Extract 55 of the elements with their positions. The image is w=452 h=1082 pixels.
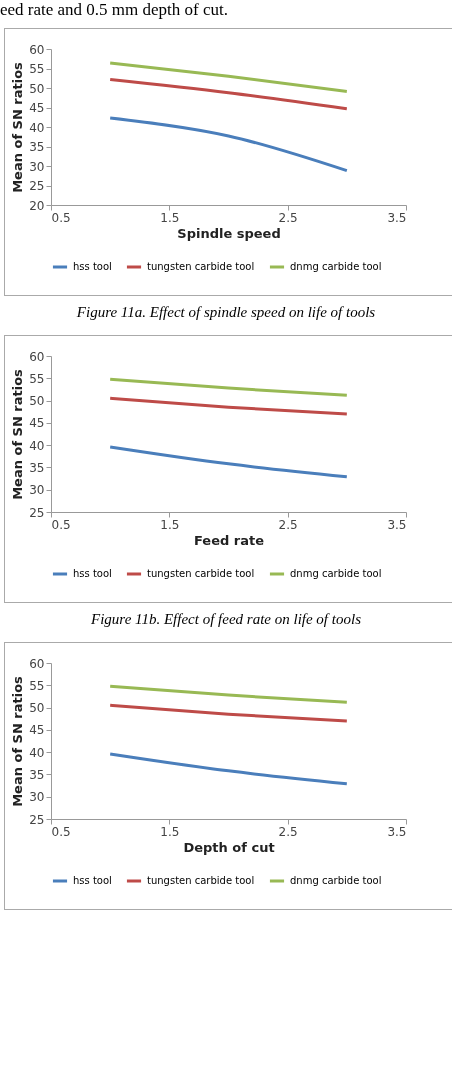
legend-label: tungsten carbide tool bbox=[147, 568, 255, 579]
y-axis-title: Mean of SN ratios bbox=[10, 368, 26, 500]
x-tick-label: 1.5 bbox=[160, 824, 180, 839]
legend-label: tungsten carbide tool bbox=[147, 875, 255, 886]
legend-label: dnmg carbide tool bbox=[290, 261, 382, 272]
x-tick-label: 1.5 bbox=[160, 517, 180, 532]
y-tick-label: 35 bbox=[29, 767, 45, 782]
x-tick-label: 2.5 bbox=[278, 210, 298, 225]
y-tick-label: 35 bbox=[29, 460, 45, 475]
y-tick-label: 50 bbox=[29, 394, 45, 409]
x-tick-label: 0.5 bbox=[51, 210, 71, 225]
y-tick-label: 60 bbox=[29, 349, 45, 364]
y-tick-label: 55 bbox=[29, 62, 45, 76]
x-tick-label: 3.5 bbox=[387, 517, 407, 532]
y-tick-label: 40 bbox=[29, 745, 45, 760]
x-tick-label: 3.5 bbox=[387, 824, 407, 839]
caption: Figure 11a. Effect of spindle speed on life of tools bbox=[75, 304, 377, 321]
y-axis-title: Mean of SN ratios bbox=[10, 675, 26, 807]
y-tick-label: 55 bbox=[29, 678, 45, 693]
legend-label: hss tool bbox=[73, 568, 112, 579]
x-tick-label: 0.5 bbox=[51, 517, 71, 532]
y-tick-label: 30 bbox=[29, 483, 45, 498]
legend-label: tungsten carbide tool bbox=[147, 261, 255, 272]
y-tick-label: 50 bbox=[29, 81, 45, 96]
y-tick-label: 25 bbox=[29, 812, 45, 827]
x-tick-label: 2.5 bbox=[278, 517, 298, 532]
x-tick-label: 1.5 bbox=[160, 210, 180, 225]
y-tick-label: 20 bbox=[29, 198, 45, 213]
y-tick-label: 25 bbox=[29, 179, 45, 193]
y-tick-label: 30 bbox=[29, 159, 45, 174]
y-tick-label: 45 bbox=[29, 416, 45, 431]
text: eed rate and 0.5 mm depth of cut. bbox=[0, 0, 229, 20]
legend-label: dnmg carbide tool bbox=[290, 568, 382, 579]
caption: Figure 11b. Effect of feed rate on life of tools bbox=[90, 611, 362, 628]
y-tick-label: 30 bbox=[29, 790, 45, 805]
x-tick-label: 0.5 bbox=[51, 824, 71, 839]
legend-label: hss tool bbox=[73, 875, 112, 886]
legend-label: dnmg carbide tool bbox=[290, 875, 382, 886]
x-axis-title: Depth of cut bbox=[183, 839, 275, 855]
y-tick-label: 60 bbox=[29, 42, 45, 57]
y-tick-label: 25 bbox=[29, 505, 45, 520]
x-axis-title: Feed rate bbox=[193, 532, 265, 548]
x-tick-label: 3.5 bbox=[387, 210, 407, 225]
y-tick-label: 55 bbox=[29, 371, 45, 386]
y-tick-label: 60 bbox=[29, 656, 45, 671]
y-tick-label: 50 bbox=[29, 701, 45, 716]
x-tick-label: 2.5 bbox=[278, 824, 298, 839]
y-tick-label: 40 bbox=[29, 438, 45, 453]
legend-label: hss tool bbox=[73, 261, 112, 272]
y-tick-label: 35 bbox=[29, 140, 45, 154]
y-axis-title: Mean of SN ratios bbox=[10, 61, 26, 193]
y-tick-label: 40 bbox=[29, 120, 45, 135]
y-tick-label: 45 bbox=[29, 723, 45, 738]
x-axis-title: Spindle speed bbox=[177, 225, 281, 241]
y-tick-label: 45 bbox=[29, 101, 45, 115]
